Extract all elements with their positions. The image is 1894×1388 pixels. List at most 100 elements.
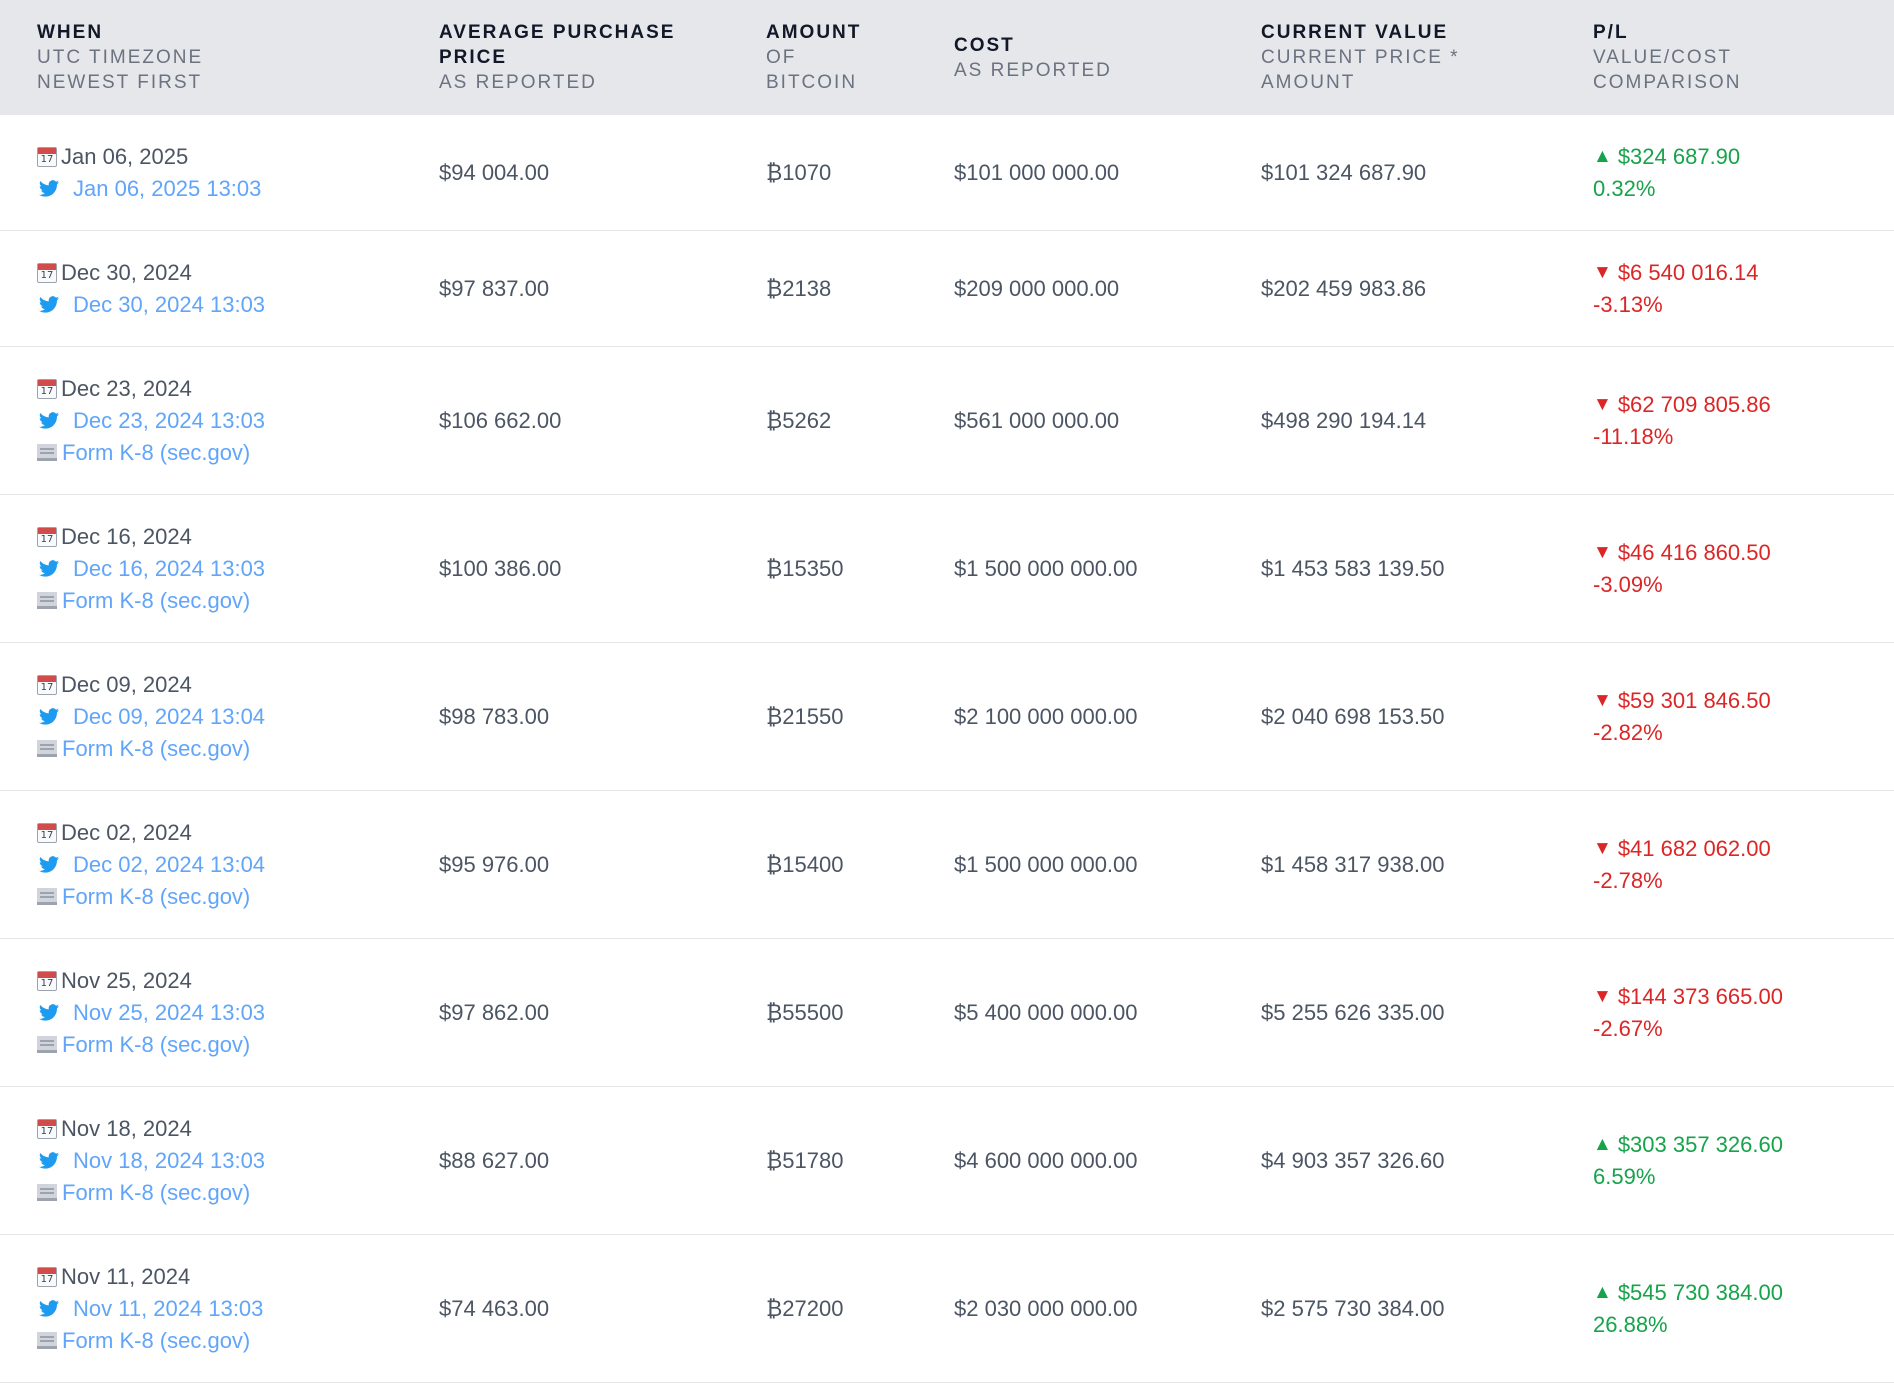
cost-cell: $2 100 000 000.00 <box>954 642 1261 791</box>
current-value-cell: $2 040 698 153.50 <box>1261 642 1593 791</box>
pl-percent: -11.18% <box>1593 423 1674 449</box>
tweet-line[interactable]: Nov 11, 2024 13:03 <box>37 1293 439 1325</box>
date-line: Dec 09, 2024 <box>37 669 439 701</box>
purchase-date: Dec 23, 2024 <box>61 375 192 401</box>
tweet-link[interactable]: Dec 30, 2024 13:03 <box>73 291 266 317</box>
amount-cell: ₿1070 <box>766 115 954 231</box>
tweet-link[interactable]: Nov 18, 2024 13:03 <box>73 1147 266 1173</box>
pl-amount: $303 357 326.60 <box>1617 1131 1783 1157</box>
tweet-link[interactable]: Jan 06, 2025 13:03 <box>73 175 262 201</box>
current-value-cell: $498 290 194.14 <box>1261 346 1593 495</box>
tweet-line[interactable]: Dec 30, 2024 13:03 <box>37 289 439 321</box>
cost-cell: $4 600 000 000.00 <box>954 1086 1261 1235</box>
form-line[interactable]: Form K-8 (sec.gov) <box>37 1029 439 1061</box>
pl-amount: $46 416 860.50 <box>1617 539 1771 565</box>
pl-amount-line: ▼ $6 540 016.14 <box>1593 257 1894 289</box>
table-row: Nov 11, 2024 Nov 11, 2024 13:03 Form K-8… <box>0 1234 1894 1383</box>
date-line: Jan 06, 2025 <box>37 141 439 173</box>
table-row: Nov 25, 2024 Nov 25, 2024 13:03 Form K-8… <box>0 938 1894 1087</box>
date-line: Dec 23, 2024 <box>37 373 439 405</box>
table-row: Nov 18, 2024 Nov 18, 2024 13:03 Form K-8… <box>0 1086 1894 1235</box>
tweet-link[interactable]: Dec 23, 2024 13:03 <box>73 407 266 433</box>
form-line[interactable]: Form K-8 (sec.gov) <box>37 437 439 469</box>
header-when[interactable]: WHEN UTC TIMEZONE NEWEST FIRST <box>0 0 439 115</box>
calendar-icon <box>37 674 57 695</box>
form-line[interactable]: Form K-8 (sec.gov) <box>37 585 439 617</box>
purchase-date: Dec 02, 2024 <box>61 819 192 845</box>
tweet-line[interactable]: Dec 23, 2024 13:03 <box>37 405 439 437</box>
header-when-sub2: NEWEST FIRST <box>37 72 203 93</box>
form-line[interactable]: Form K-8 (sec.gov) <box>37 1325 439 1357</box>
tweet-line[interactable]: Dec 16, 2024 13:03 <box>37 553 439 585</box>
tweet-line[interactable]: Dec 09, 2024 13:04 <box>37 701 439 733</box>
tweet-link[interactable]: Nov 25, 2024 13:03 <box>73 999 266 1025</box>
cost-cell: $2 030 000 000.00 <box>954 1234 1261 1383</box>
triangle-up-icon: ▲ <box>1593 1281 1612 1303</box>
header-amount[interactable]: AMOUNT OF BITCOIN <box>766 0 954 115</box>
pl-cell: ▲ $324 687.90 0.32% <box>1593 115 1894 231</box>
table-row: Dec 16, 2024 Dec 16, 2024 13:03 Form K-8… <box>0 494 1894 643</box>
pl-percent: 0.32% <box>1593 175 1656 201</box>
pl-amount-line: ▼ $144 373 665.00 <box>1593 981 1894 1013</box>
header-value-sub2: AMOUNT <box>1261 72 1356 93</box>
form-k8-link[interactable]: Form K-8 (sec.gov) <box>62 439 251 465</box>
pl-percent: -2.82% <box>1593 719 1663 745</box>
cost-cell: $101 000 000.00 <box>954 115 1261 231</box>
avg-price-cell: $98 783.00 <box>439 642 766 791</box>
pl-amount-line: ▼ $46 416 860.50 <box>1593 537 1894 569</box>
pl-percent-line: -2.67% <box>1593 1013 1894 1045</box>
table-row: Jan 06, 2025 Jan 06, 2025 13:03 $94 004.… <box>0 115 1894 231</box>
form-line[interactable]: Form K-8 (sec.gov) <box>37 733 439 765</box>
form-line[interactable]: Form K-8 (sec.gov) <box>37 881 439 913</box>
form-line[interactable]: Form K-8 (sec.gov) <box>37 1177 439 1209</box>
calendar-icon <box>37 1118 57 1139</box>
table-row: Dec 30, 2024 Dec 30, 2024 13:03 $97 837.… <box>0 230 1894 347</box>
tweet-link[interactable]: Dec 02, 2024 13:04 <box>73 851 266 877</box>
amount-cell: ₿15350 <box>766 494 954 643</box>
tweet-line[interactable]: Nov 25, 2024 13:03 <box>37 997 439 1029</box>
header-amount-sub2: BITCOIN <box>766 72 858 93</box>
pl-amount: $545 730 384.00 <box>1617 1279 1783 1305</box>
document-icon <box>37 1184 57 1201</box>
pl-percent-line: 26.88% <box>1593 1309 1894 1341</box>
form-k8-link[interactable]: Form K-8 (sec.gov) <box>62 883 251 909</box>
when-cell: Nov 25, 2024 Nov 25, 2024 13:03 Form K-8… <box>0 938 439 1087</box>
form-k8-link[interactable]: Form K-8 (sec.gov) <box>62 587 251 613</box>
pl-amount-line: ▲ $303 357 326.60 <box>1593 1129 1894 1161</box>
tweet-line[interactable]: Jan 06, 2025 13:03 <box>37 173 439 205</box>
header-current-value[interactable]: CURRENT VALUE CURRENT PRICE * AMOUNT <box>1261 0 1593 115</box>
current-value-cell: $5 255 626 335.00 <box>1261 938 1593 1087</box>
purchase-date: Dec 09, 2024 <box>61 671 192 697</box>
document-icon <box>37 1036 57 1053</box>
header-avg-price[interactable]: AVERAGE PURCHASE PRICE AS REPORTED <box>439 0 766 115</box>
form-k8-link[interactable]: Form K-8 (sec.gov) <box>62 1031 251 1057</box>
calendar-icon <box>37 1266 57 1287</box>
form-k8-link[interactable]: Form K-8 (sec.gov) <box>62 1327 251 1353</box>
tweet-link[interactable]: Dec 09, 2024 13:04 <box>73 703 266 729</box>
pl-percent: -3.09% <box>1593 571 1663 597</box>
form-k8-link[interactable]: Form K-8 (sec.gov) <box>62 1179 251 1205</box>
amount-cell: ₿21550 <box>766 642 954 791</box>
pl-percent-line: -2.82% <box>1593 717 1894 749</box>
header-pl-title: P/L <box>1593 22 1629 43</box>
when-cell: Dec 02, 2024 Dec 02, 2024 13:04 Form K-8… <box>0 790 439 939</box>
calendar-icon <box>37 378 57 399</box>
triangle-down-icon: ▼ <box>1593 837 1612 859</box>
pl-percent: -3.13% <box>1593 291 1663 317</box>
twitter-bird-icon <box>38 179 60 197</box>
when-cell: Dec 09, 2024 Dec 09, 2024 13:04 Form K-8… <box>0 642 439 791</box>
pl-amount-line: ▲ $324 687.90 <box>1593 141 1894 173</box>
current-value-cell: $2 575 730 384.00 <box>1261 1234 1593 1383</box>
triangle-down-icon: ▼ <box>1593 985 1612 1007</box>
tweet-line[interactable]: Nov 18, 2024 13:03 <box>37 1145 439 1177</box>
form-k8-link[interactable]: Form K-8 (sec.gov) <box>62 735 251 761</box>
tweet-link[interactable]: Dec 16, 2024 13:03 <box>73 555 266 581</box>
tweet-link[interactable]: Nov 11, 2024 13:03 <box>73 1295 264 1321</box>
avg-price-cell: $88 627.00 <box>439 1086 766 1235</box>
header-pl-sub1: VALUE/COST <box>1593 47 1732 68</box>
tweet-line[interactable]: Dec 02, 2024 13:04 <box>37 849 439 881</box>
twitter-bird-icon <box>38 707 60 725</box>
amount-cell: ₿51780 <box>766 1086 954 1235</box>
header-pl[interactable]: P/L VALUE/COST COMPARISON <box>1593 0 1894 115</box>
header-cost[interactable]: COST AS REPORTED <box>954 0 1261 115</box>
